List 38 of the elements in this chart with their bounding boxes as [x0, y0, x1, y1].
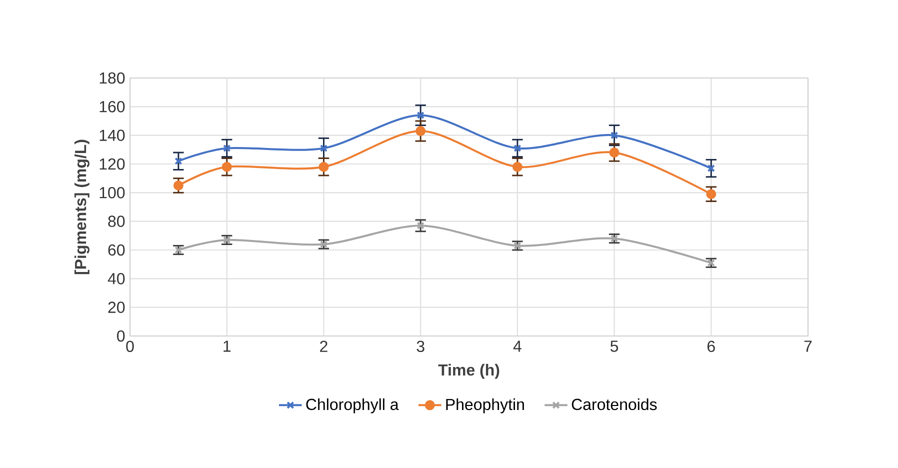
x-tick-label: 4 — [513, 340, 522, 352]
point — [609, 148, 620, 158]
legend-label: Pheophytin — [446, 398, 524, 414]
y-tick-label: 60 — [108, 244, 125, 256]
y-tick-label: 120 — [100, 158, 125, 170]
x-tick-label: 0 — [126, 340, 134, 352]
legend-label: Chlorophyll a — [306, 398, 399, 414]
x-tick-label: 2 — [320, 340, 328, 352]
point — [223, 236, 231, 244]
x-axis-title: Time (h) — [438, 364, 500, 379]
x-tick-label: 5 — [610, 340, 618, 352]
y-tick-label: 0 — [117, 330, 125, 342]
x-tick-label: 3 — [416, 340, 424, 352]
point — [610, 132, 618, 140]
y-tick-label: 20 — [108, 302, 125, 313]
point — [173, 180, 184, 190]
y-tick-label: 100 — [100, 187, 125, 198]
point — [514, 144, 522, 152]
y-tick-label: 40 — [108, 273, 125, 284]
legend-label: Carotenoids — [572, 398, 657, 410]
point — [416, 222, 424, 230]
point — [318, 162, 329, 172]
x-tick-label: 7 — [804, 340, 812, 352]
y-axis-title: [Pigments] (mg/L) — [74, 140, 90, 274]
point — [512, 162, 522, 172]
y-tick-label: 180 — [100, 72, 125, 84]
y-tick-label: 140 — [100, 130, 125, 141]
x-tick-label: 6 — [708, 340, 715, 352]
point — [416, 111, 424, 120]
point — [222, 162, 232, 172]
y-tick-label: 160 — [100, 101, 125, 112]
y-tick-label: 80 — [108, 216, 125, 227]
point — [223, 144, 231, 152]
x-tick-label: 1 — [224, 340, 231, 352]
point — [320, 144, 328, 152]
point — [416, 126, 426, 136]
point — [514, 242, 522, 250]
point — [706, 189, 716, 200]
